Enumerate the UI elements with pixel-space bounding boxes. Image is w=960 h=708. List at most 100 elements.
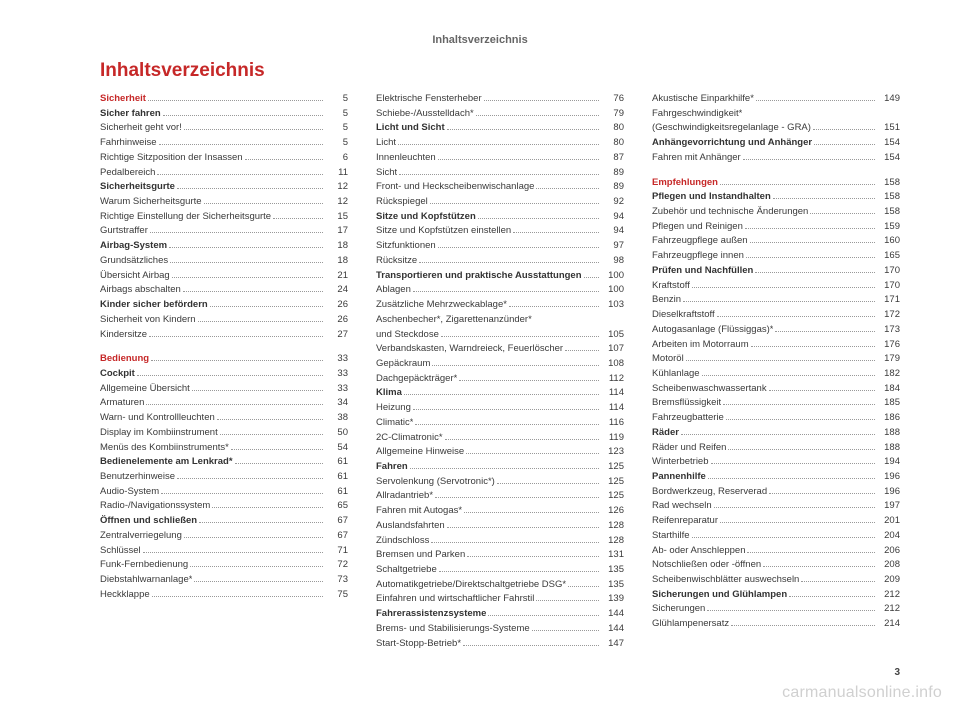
toc-page: 173 bbox=[877, 323, 900, 338]
toc-page: 34 bbox=[325, 396, 348, 411]
toc-entry: Allgemeine Übersicht33 bbox=[100, 382, 348, 397]
toc-label: Front- und Heckscheibenwischanlage bbox=[376, 180, 534, 195]
toc-label: Einfahren und wirtschaftlicher Fahrstil bbox=[376, 592, 534, 607]
dot-leader bbox=[459, 380, 599, 381]
dot-leader bbox=[756, 100, 875, 101]
dot-leader bbox=[217, 419, 323, 420]
toc-label: Radio-/Navigationssystem bbox=[100, 499, 210, 514]
toc-page: 26 bbox=[325, 298, 348, 313]
toc-page: 125 bbox=[601, 489, 624, 504]
toc-label: Fahrzeugpflege außen bbox=[652, 234, 748, 249]
toc-entry: Starthilfe204 bbox=[652, 529, 900, 544]
toc-label: Bremsen und Parken bbox=[376, 548, 465, 563]
toc-entry: Sicher fahren5 bbox=[100, 107, 348, 122]
toc-page: 97 bbox=[601, 239, 624, 254]
toc-entry: Dachgepäckträger*112 bbox=[376, 372, 624, 387]
toc-label: Zündschloss bbox=[376, 534, 429, 549]
toc-page: 135 bbox=[601, 578, 624, 593]
dot-leader bbox=[177, 188, 323, 189]
dot-leader bbox=[726, 419, 875, 420]
toc-page: 139 bbox=[601, 592, 624, 607]
toc-entry: Gepäckraum108 bbox=[376, 357, 624, 372]
toc-entry: Allgemeine Hinweise123 bbox=[376, 445, 624, 460]
toc-entry: Schlüssel71 bbox=[100, 544, 348, 559]
toc-label: Rückspiegel bbox=[376, 195, 428, 210]
dot-leader bbox=[161, 493, 323, 494]
toc-entry: Menüs des Kombiinstruments*54 bbox=[100, 441, 348, 456]
toc-entry: Ablagen100 bbox=[376, 283, 624, 298]
toc-label: Öffnen und schließen bbox=[100, 514, 197, 529]
toc-label: Benutzerhinweise bbox=[100, 470, 175, 485]
toc-entry: Zusätzliche Mehrzweckablage*103 bbox=[376, 298, 624, 313]
dot-leader bbox=[184, 129, 323, 130]
toc-page: 98 bbox=[601, 254, 624, 269]
dot-leader bbox=[149, 336, 323, 337]
dot-leader bbox=[484, 100, 599, 101]
dot-leader bbox=[723, 404, 875, 405]
toc-label: Menüs des Kombiinstruments* bbox=[100, 441, 229, 456]
toc-label: Fahrzeugbatterie bbox=[652, 411, 724, 426]
toc-page: 21 bbox=[325, 269, 348, 284]
toc-label: Servolenkung (Servotronic*) bbox=[376, 475, 495, 490]
dot-leader bbox=[435, 497, 599, 498]
toc-page: 114 bbox=[601, 386, 624, 401]
watermark: carmanualsonline.info bbox=[782, 684, 942, 702]
toc-label: Zubehör und technische Änderungen bbox=[652, 205, 808, 220]
toc-label: Zusätzliche Mehrzweckablage* bbox=[376, 298, 507, 313]
dot-leader bbox=[410, 468, 599, 469]
toc-page: 158 bbox=[877, 190, 900, 205]
dot-leader bbox=[478, 218, 599, 219]
dot-leader bbox=[245, 159, 323, 160]
toc-entry: Dieselkraftstoff172 bbox=[652, 308, 900, 323]
toc-label: Richtige Einstellung der Sicherheitsgurt… bbox=[100, 210, 271, 225]
dot-leader bbox=[702, 375, 875, 376]
toc-entry: Scheibenwischblätter auswechseln209 bbox=[652, 573, 900, 588]
toc-entry: Notschließen oder -öffnen208 bbox=[652, 558, 900, 573]
toc-page: 61 bbox=[325, 485, 348, 500]
toc-label: Innenleuchten bbox=[376, 151, 436, 166]
toc-page: 73 bbox=[325, 573, 348, 588]
dot-leader bbox=[151, 360, 323, 361]
toc-page: 12 bbox=[325, 180, 348, 195]
toc-page: 33 bbox=[325, 352, 348, 367]
toc-page: 188 bbox=[877, 426, 900, 441]
toc-entry: Licht80 bbox=[376, 136, 624, 151]
dot-leader bbox=[467, 556, 599, 557]
toc-page: 201 bbox=[877, 514, 900, 529]
dot-leader bbox=[413, 291, 599, 292]
toc-label: Bedienung bbox=[100, 352, 149, 367]
toc-label: Transportieren und praktische Ausstattun… bbox=[376, 269, 582, 284]
toc-label: Übersicht Airbag bbox=[100, 269, 170, 284]
toc-label: Verbandskasten, Warndreieck, Feuerlösche… bbox=[376, 342, 563, 357]
toc-entry: Fahren mit Anhänger154 bbox=[652, 151, 900, 166]
dot-leader bbox=[714, 507, 875, 508]
toc-page: 107 bbox=[601, 342, 624, 357]
toc-entry: Sicherungen und Glühlampen212 bbox=[652, 588, 900, 603]
toc-label: Cockpit bbox=[100, 367, 135, 382]
dot-leader bbox=[464, 512, 599, 513]
toc-label: Bedienelemente am Lenkrad* bbox=[100, 455, 233, 470]
dot-leader bbox=[183, 291, 323, 292]
toc-label: Fahrhinweise bbox=[100, 136, 157, 151]
toc-label: Licht und Sicht bbox=[376, 121, 445, 136]
toc-page: 26 bbox=[325, 313, 348, 328]
dot-leader bbox=[488, 615, 599, 616]
dot-leader bbox=[177, 478, 323, 479]
page-number: 3 bbox=[894, 667, 900, 678]
dot-leader bbox=[231, 449, 323, 450]
toc-entry: Grundsätzliches18 bbox=[100, 254, 348, 269]
toc-entry: Servolenkung (Servotronic*)125 bbox=[376, 475, 624, 490]
toc-page: 76 bbox=[601, 92, 624, 107]
toc-page: 5 bbox=[325, 92, 348, 107]
toc-page: 6 bbox=[325, 151, 348, 166]
toc-label: Pflegen und Instandhalten bbox=[652, 190, 771, 205]
toc-entry: Verbandskasten, Warndreieck, Feuerlösche… bbox=[376, 342, 624, 357]
toc-entry: Benutzerhinweise61 bbox=[100, 470, 348, 485]
dot-leader bbox=[769, 493, 875, 494]
dot-leader bbox=[755, 272, 875, 273]
toc-entry: Automatikgetriebe/Direktschaltgetriebe D… bbox=[376, 578, 624, 593]
dot-leader bbox=[439, 571, 599, 572]
toc-page: 209 bbox=[877, 573, 900, 588]
toc-label: Kühlanlage bbox=[652, 367, 700, 382]
toc-entry: Sicherheitsgurte12 bbox=[100, 180, 348, 195]
